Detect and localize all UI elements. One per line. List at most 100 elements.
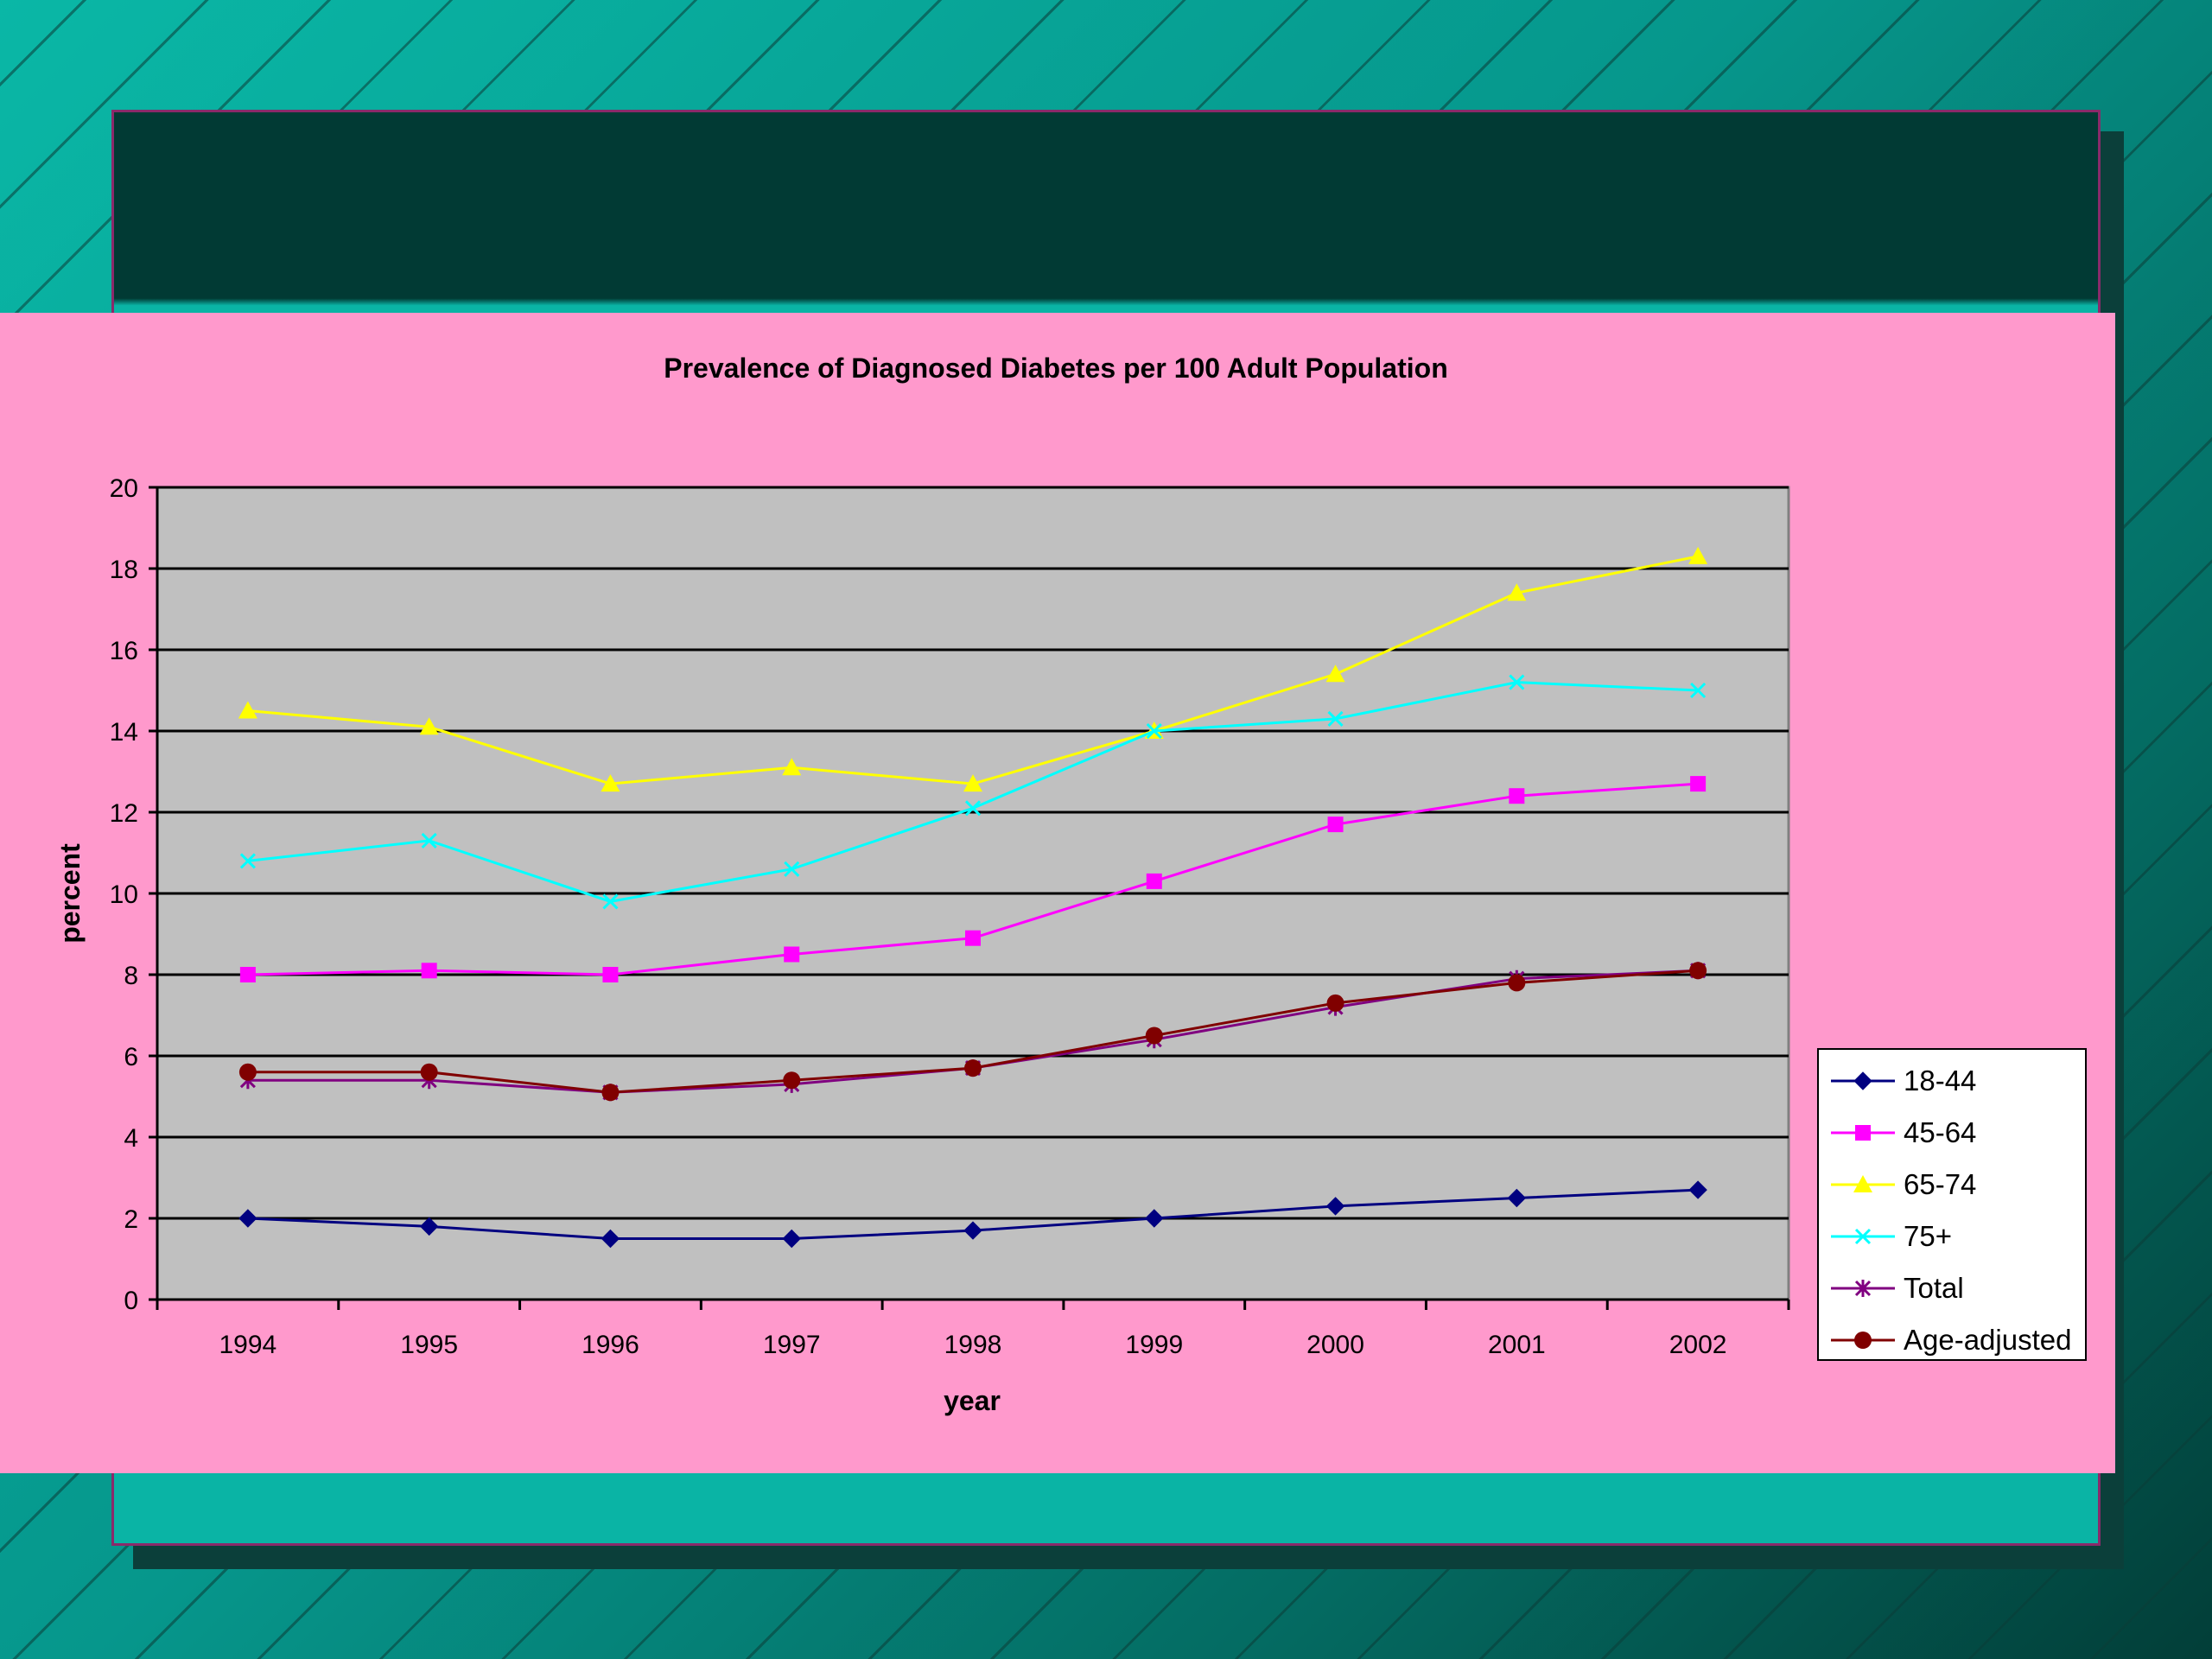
data-point [1325, 664, 1345, 683]
data-point [1326, 994, 1344, 1012]
legend-label: 18-44 [1904, 1065, 1977, 1096]
legend-swatch [1831, 1280, 1895, 1297]
legend-label: Age-adjusted [1904, 1324, 2072, 1356]
series-lines [238, 546, 1708, 1249]
data-point [1146, 873, 1162, 889]
data-point [1509, 788, 1525, 804]
data-point [782, 758, 802, 776]
series-75- [239, 674, 1707, 910]
data-point [1327, 817, 1344, 833]
y-tick-label: 20 [110, 474, 138, 503]
chart-legend: 18-44 45-64 65-74 75+ Total Age-adjusted [1817, 1048, 2087, 1361]
data-point [965, 930, 981, 946]
y-tick-label: 18 [110, 556, 138, 584]
data-point [238, 1209, 257, 1228]
data-point [238, 1063, 257, 1081]
data-point [784, 861, 800, 877]
data-point [1689, 962, 1707, 980]
y-tick-label: 4 [124, 1124, 138, 1153]
legend-label: 75+ [1904, 1220, 1952, 1252]
data-point [419, 1217, 439, 1236]
x-tick-label: 2001 [1488, 1331, 1546, 1359]
y-tick-label: 6 [124, 1043, 138, 1071]
legend-swatch [1831, 1125, 1895, 1141]
data-point [963, 774, 982, 792]
data-point [1145, 1209, 1164, 1228]
data-point [239, 853, 256, 869]
data-point [1690, 682, 1707, 699]
data-point [1688, 1180, 1707, 1199]
data-point [420, 1063, 438, 1081]
y-tick-label: 2 [124, 1205, 138, 1234]
legend-marker [1855, 1125, 1871, 1141]
data-point [782, 1229, 801, 1249]
legend-item: Total [1829, 1271, 2080, 1306]
data-point [1327, 710, 1344, 727]
gridlines [157, 486, 1789, 1220]
chart-title: Prevalence of Diagnosed Diabetes per 100… [664, 353, 1447, 384]
legend-marker [1853, 1071, 1872, 1090]
data-point [1508, 974, 1526, 992]
x-tick-label: 1999 [1125, 1331, 1183, 1359]
legend-label: 45-64 [1904, 1116, 1977, 1148]
data-point [602, 893, 619, 910]
y-tick-label: 8 [124, 962, 138, 990]
data-point [1688, 546, 1708, 564]
data-point [963, 1221, 982, 1240]
legend-marker [1854, 1280, 1872, 1297]
legend-item: Age-adjusted [1829, 1323, 2080, 1357]
legend-marker [1853, 1175, 1872, 1192]
data-point [601, 1229, 620, 1249]
y-axis-label: percent [54, 843, 86, 944]
series-18-44 [238, 1180, 1707, 1249]
data-point [1146, 722, 1162, 740]
data-point [601, 774, 620, 792]
legend-marker [1854, 1332, 1872, 1349]
legend-marker [1854, 1228, 1872, 1245]
series-45-64 [239, 776, 1707, 982]
data-point [602, 967, 619, 982]
data-point [784, 946, 800, 963]
x-tick-label: 1997 [763, 1331, 821, 1359]
data-point [1507, 1188, 1527, 1208]
legend-item: 45-64 [1829, 1116, 2080, 1150]
data-point [1325, 1197, 1345, 1216]
data-point [964, 1059, 982, 1077]
legend-label: Total [1904, 1272, 1964, 1304]
legend-swatch [1831, 1228, 1895, 1245]
legend-swatch [1831, 1071, 1895, 1090]
x-tick-label: 1998 [944, 1331, 1002, 1359]
x-tick-label: 1995 [400, 1331, 458, 1359]
axes: 0 2 4 6 8 10 12 14 16 18 20 1994 1995 1996 1997 1998 199… [110, 474, 1790, 1359]
chart-svg: Prevalence of Diagnosed Diabetes per 100… [54, 353, 1790, 1416]
x-tick-label: 1994 [219, 1331, 277, 1359]
data-point [964, 800, 982, 817]
x-tick-label: 2002 [1669, 1331, 1727, 1359]
data-point [238, 701, 257, 719]
data-point [239, 967, 256, 982]
data-point [1145, 1027, 1163, 1045]
legend-swatch [1831, 1332, 1895, 1349]
x-tick-label: 2000 [1306, 1331, 1364, 1359]
data-point [421, 832, 437, 849]
legend-item: 18-44 [1829, 1064, 2080, 1098]
chart-container: Prevalence of Diagnosed Diabetes per 100… [0, 313, 2115, 1473]
data-point [1507, 583, 1527, 601]
y-tick-label: 0 [124, 1287, 138, 1315]
data-point [419, 717, 439, 735]
data-point [601, 1084, 620, 1102]
y-tick-label: 16 [110, 637, 138, 665]
data-point [421, 963, 437, 979]
series-age-adjusted [238, 962, 1707, 1102]
legend-item: 65-74 [1829, 1167, 2080, 1202]
data-point [1509, 674, 1525, 690]
data-point [1690, 776, 1707, 792]
legend-label: 65-74 [1904, 1168, 1977, 1200]
x-axis-label: year [944, 1385, 1001, 1416]
legend-item: 75+ [1829, 1219, 2080, 1254]
y-tick-label: 12 [110, 799, 138, 828]
x-tick-label: 1996 [582, 1331, 639, 1359]
data-point [783, 1071, 801, 1090]
legend-swatch [1831, 1175, 1895, 1192]
y-tick-label: 14 [110, 718, 138, 747]
